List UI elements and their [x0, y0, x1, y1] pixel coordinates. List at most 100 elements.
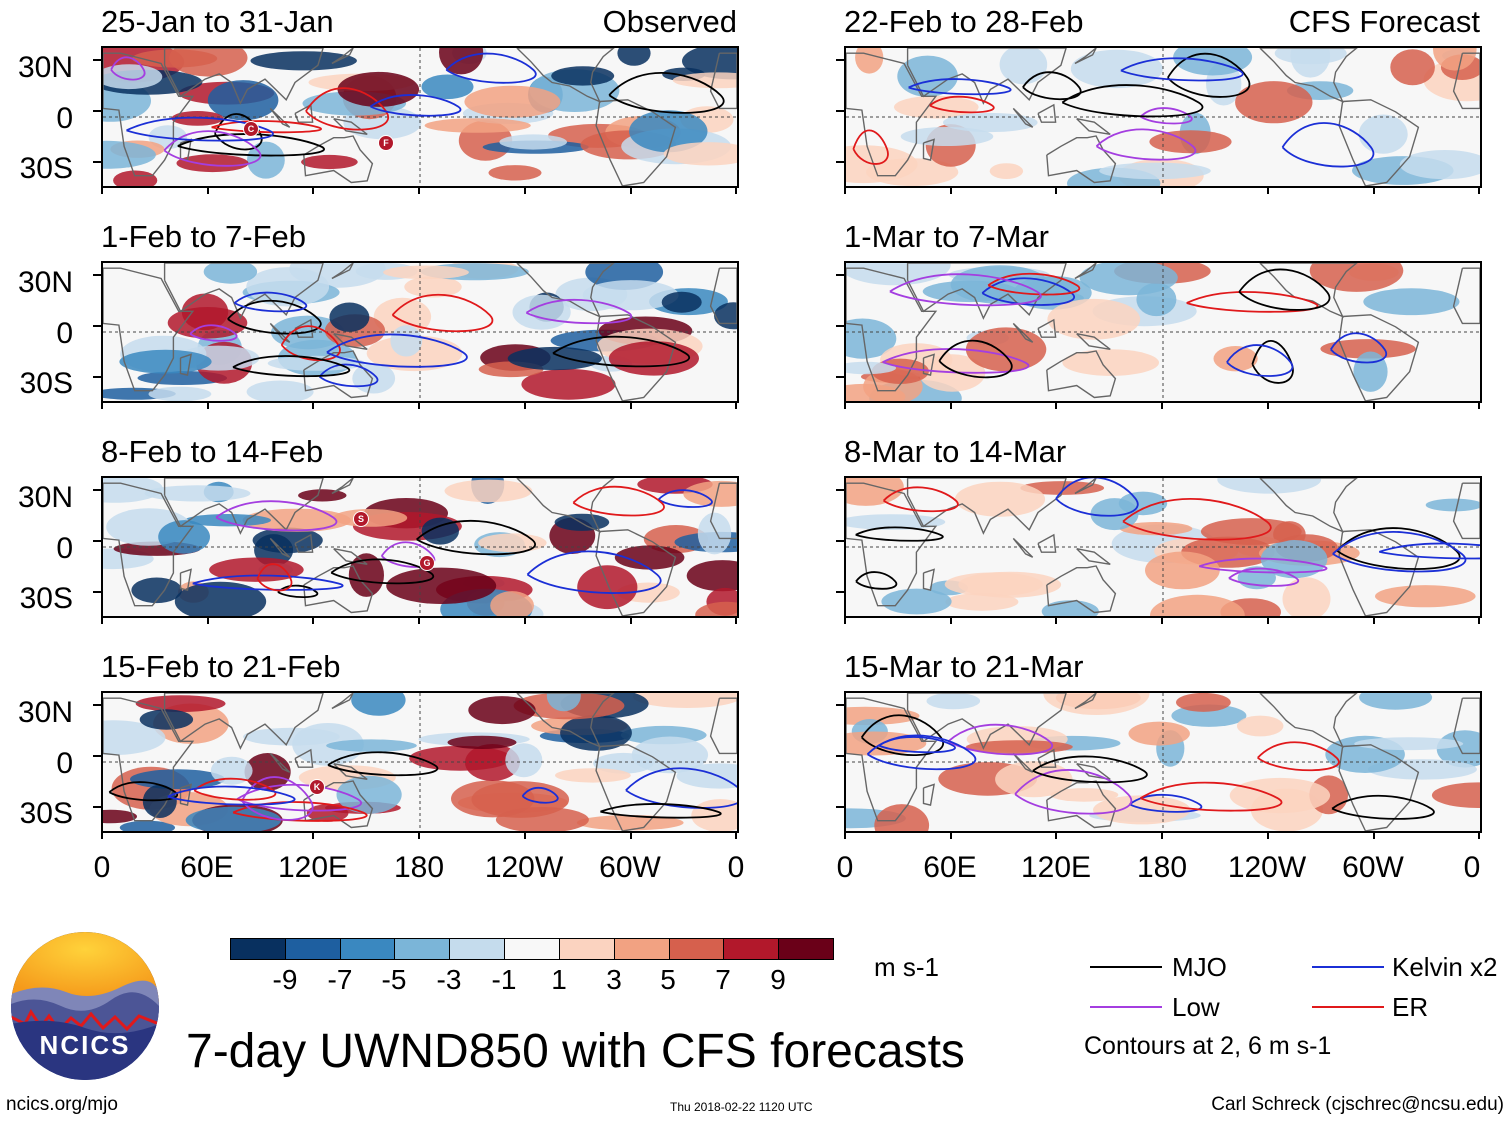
anomaly-patch	[1290, 48, 1331, 78]
anomaly-patch	[577, 565, 638, 610]
panel-header: 15-Mar to 21-Mar	[844, 649, 1484, 689]
contour-line	[1167, 52, 1251, 98]
contour-line	[987, 272, 1081, 296]
anomaly-patch	[846, 383, 906, 401]
contour-line	[1257, 741, 1340, 772]
anomaly-patch	[103, 809, 137, 824]
coastline	[906, 263, 1067, 320]
contour-line	[233, 291, 308, 313]
coastline	[163, 263, 324, 320]
axis-tick	[844, 616, 846, 624]
coastline	[709, 267, 737, 325]
anomaly-patch	[1425, 498, 1480, 512]
panel-header: 1-Mar to 7-Mar	[844, 219, 1484, 259]
panel-header: 15-Feb to 21-Feb	[101, 649, 741, 689]
axis-tick	[1372, 186, 1375, 194]
contour-line	[227, 299, 322, 335]
coastline	[922, 568, 935, 591]
coastline	[1012, 322, 1034, 343]
anomaly-patch	[404, 276, 462, 298]
coastline	[1037, 318, 1057, 338]
anomaly-patch	[555, 768, 631, 783]
anomaly-patch	[103, 64, 163, 90]
axis-tick	[735, 616, 738, 624]
coastline	[516, 263, 615, 318]
anomaly-patch	[1282, 577, 1331, 616]
coastline	[269, 537, 291, 558]
anomaly-patch	[1128, 721, 1190, 746]
anomaly-patch	[661, 291, 702, 313]
anomaly-patch	[714, 302, 737, 330]
anomaly-patch	[132, 49, 218, 68]
axis-tick	[836, 540, 844, 542]
axis-tick	[1372, 616, 1375, 624]
contour-line	[866, 734, 977, 771]
contour-line	[110, 56, 146, 81]
anomaly-patch	[1431, 782, 1480, 808]
anomaly-patch	[926, 693, 981, 710]
lon-label: 180	[1136, 851, 1188, 884]
axis-tick	[101, 831, 103, 839]
coastline	[1338, 529, 1420, 616]
coastline	[1074, 478, 1097, 495]
contour-line	[1198, 557, 1328, 574]
anomaly-patch	[351, 693, 406, 716]
anomaly-patch	[874, 804, 930, 831]
axis-tick	[101, 401, 103, 409]
colorbar-swatch	[723, 938, 780, 960]
anomaly-patch	[1020, 481, 1105, 495]
coastline	[1259, 48, 1358, 103]
anomaly-patch	[695, 601, 737, 616]
coastline	[303, 135, 374, 184]
axis-tick	[1478, 831, 1481, 839]
anomaly-patch	[103, 478, 163, 503]
contour-line	[214, 113, 263, 151]
anomaly-patch	[390, 325, 423, 357]
contour-line	[882, 348, 1030, 374]
anomaly-patch	[846, 361, 896, 375]
contour-line	[318, 363, 379, 388]
contour-line	[1228, 567, 1300, 587]
anomaly-patch	[148, 125, 187, 149]
axis-tick	[1478, 186, 1481, 194]
anomaly-patch	[119, 349, 212, 374]
anomaly-patch	[989, 163, 1024, 179]
axis-tick	[418, 616, 421, 624]
coastline	[846, 697, 938, 822]
lat-label: 30S	[19, 797, 73, 830]
axis-tick	[836, 325, 844, 327]
contour-line	[1014, 769, 1133, 815]
anomaly-patch	[576, 815, 684, 831]
anomaly-patch	[203, 263, 258, 284]
axis-tick	[735, 186, 738, 194]
anomaly-patch	[439, 48, 484, 75]
lat-label: 30S	[19, 582, 73, 615]
anomaly-patch	[246, 267, 330, 307]
coastline	[1076, 333, 1111, 350]
colorbar-swatch	[284, 938, 341, 960]
coastline	[1259, 478, 1358, 533]
lon-label: 120E	[1020, 851, 1092, 884]
lon-label: 60E	[923, 851, 977, 884]
coastline	[294, 103, 314, 123]
coastline	[516, 693, 615, 748]
axis-tick	[1055, 401, 1058, 409]
lat-label: 0	[56, 532, 73, 565]
anomaly-patch	[560, 714, 632, 751]
axis-tick	[206, 831, 209, 839]
contour-line	[889, 273, 1042, 307]
anomaly-patch	[900, 127, 994, 146]
contour-line	[572, 485, 665, 517]
axis-tick	[1161, 186, 1164, 194]
anomaly-patch	[846, 478, 904, 506]
coastline	[103, 52, 195, 177]
contour-line	[1186, 291, 1319, 313]
anomaly-patch	[337, 71, 420, 107]
coastline	[709, 52, 737, 110]
contour-line	[908, 78, 1012, 96]
anomaly-patch	[1150, 594, 1245, 616]
anomaly-patch	[131, 577, 182, 604]
contour-line	[391, 293, 494, 333]
coastline	[1012, 537, 1034, 558]
contour-line	[108, 781, 179, 802]
